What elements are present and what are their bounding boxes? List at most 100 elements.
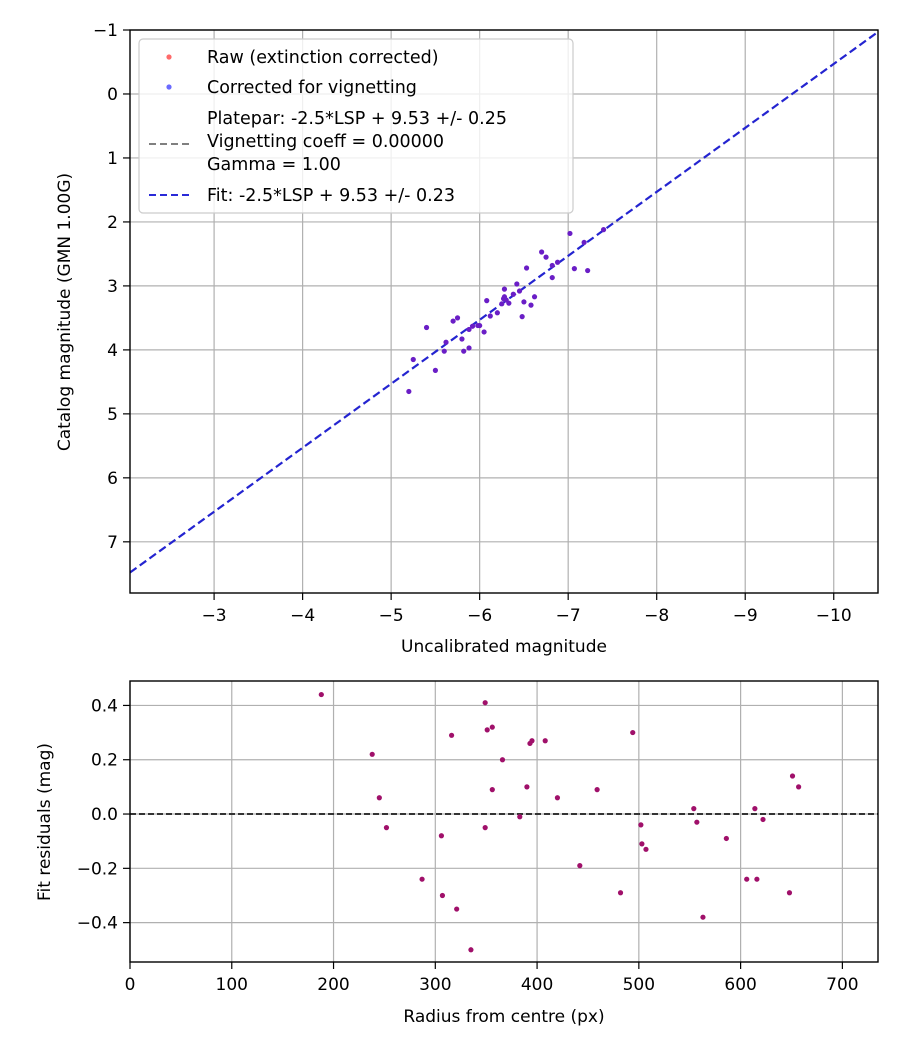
magnitude-point <box>499 301 505 307</box>
magnitude-point <box>501 286 508 292</box>
magnitude-point <box>466 345 472 351</box>
chart-legend: Raw (extinction corrected) Corrected for… <box>138 38 574 214</box>
magnitude-point <box>481 329 487 335</box>
residuals-plot-frame <box>129 680 879 963</box>
residual-point <box>617 890 624 896</box>
magnitude-point <box>516 288 523 294</box>
magnitude-points <box>406 227 607 395</box>
residuals-x-tick-label: 700 <box>826 975 858 995</box>
residual-point <box>643 846 649 852</box>
magnitude-point <box>519 314 525 320</box>
residual-point <box>700 914 706 920</box>
residual-point <box>796 784 802 790</box>
residuals-y-tick-label: 0.4 <box>91 696 118 716</box>
magnitude-point <box>554 259 561 265</box>
magnitude-point <box>581 239 587 246</box>
magnitude-point <box>461 348 467 354</box>
magnitude-point <box>549 262 555 269</box>
magnitude-point <box>514 281 520 287</box>
residual-point <box>723 835 729 842</box>
magnitude-point <box>494 310 500 316</box>
magnitude-point <box>450 318 456 324</box>
residual-point <box>517 814 523 820</box>
residual-point <box>744 876 750 882</box>
residual-point <box>419 876 425 882</box>
magnitude-x-axis-label: Uncalibrated magnitude <box>401 637 607 657</box>
magnitude-point <box>523 265 530 271</box>
residual-point <box>489 724 495 730</box>
residuals-y-tick-label: 0.2 <box>91 751 118 771</box>
residuals-y-axis-label: Fit residuals (mag) <box>35 743 55 901</box>
magnitude-point <box>510 291 516 297</box>
magnitude-x-tick-label: −3 <box>202 606 227 626</box>
magnitude-point <box>571 266 577 272</box>
residual-point <box>789 773 796 779</box>
residuals-chart: 0 100 200 300 400 500 600 700 −0.4 −0.2 0.0 0.2 0.4… <box>35 680 879 1027</box>
residual-point <box>383 825 390 831</box>
residual-point <box>369 751 375 757</box>
magnitude-point <box>432 367 438 373</box>
legend-box <box>138 38 574 214</box>
magnitude-y-axis-label: Catalog magnitude (GMN 1.00G) <box>55 173 75 451</box>
residuals-y-tick-label: 0.0 <box>91 805 118 825</box>
magnitude-y-tick-label: 3 <box>107 277 118 297</box>
residuals-x-tick-label: 600 <box>724 975 756 995</box>
residuals-x-tick-label: 200 <box>317 975 349 995</box>
magnitude-point <box>466 326 472 333</box>
residuals-y-tick-label: −0.2 <box>77 859 118 879</box>
magnitude-point <box>487 313 493 319</box>
residual-point <box>694 819 700 825</box>
legend-platepar-line3: Gamma = 1.00 <box>207 155 341 175</box>
residual-point <box>760 816 766 823</box>
residual-point <box>752 806 758 812</box>
magnitude-point <box>585 267 591 274</box>
residuals-y-tick-label: −0.4 <box>77 914 118 934</box>
legend-platepar-line1: Platepar: -2.5*LSP + 9.53 +/- 0.25 <box>207 109 507 129</box>
magnitude-y-tick-label: 6 <box>107 469 118 489</box>
magnitude-point <box>477 322 483 329</box>
magnitude-point <box>469 323 476 329</box>
magnitude-point <box>406 388 412 395</box>
legend-corrected-label: Corrected for vignetting <box>207 78 417 98</box>
magnitude-y-tick-label: 2 <box>107 213 118 233</box>
legend-fit-label: Fit: -2.5*LSP + 9.53 +/- 0.23 <box>207 186 455 206</box>
residual-point <box>639 841 645 847</box>
residual-point <box>448 732 455 738</box>
residual-point <box>554 795 561 801</box>
residual-point <box>754 876 760 882</box>
residual-point <box>524 784 530 790</box>
magnitude-x-tick-label: −4 <box>290 606 315 626</box>
legend-raw-marker <box>166 54 172 60</box>
magnitude-y-tick-label: 5 <box>107 405 118 425</box>
residuals-x-tick-label: 500 <box>623 975 655 995</box>
magnitude-point <box>506 300 512 306</box>
magnitude-y-tick-label: 0 <box>107 85 118 105</box>
residual-point <box>499 757 506 763</box>
residuals-x-tick-label: 100 <box>216 975 248 995</box>
legend-platepar-line2: Vignetting coeff = 0.00000 <box>207 132 444 152</box>
residuals-x-tick-label: 300 <box>419 975 451 995</box>
residual-point <box>439 892 446 899</box>
residuals-grid <box>129 681 878 962</box>
residual-point <box>376 795 382 801</box>
residual-point <box>468 947 474 953</box>
magnitude-x-tick-label: −9 <box>733 606 758 626</box>
magnitude-point <box>423 324 430 331</box>
magnitude-point <box>531 294 538 300</box>
magnitude-y-tick-label: 1 <box>107 149 118 169</box>
magnitude-point <box>454 315 461 321</box>
magnitude-plot-frame <box>129 29 879 594</box>
residual-point <box>786 890 793 896</box>
legend-corrected-marker <box>166 84 172 90</box>
magnitude-y-tick-label: −1 <box>93 21 118 41</box>
magnitude-y-tick-label: 7 <box>107 533 118 553</box>
magnitude-x-tick-label: −5 <box>379 606 404 626</box>
magnitude-point <box>459 336 465 342</box>
residual-point <box>484 727 490 733</box>
magnitude-point <box>600 227 607 233</box>
residual-point <box>529 738 535 744</box>
fit-line <box>129 31 879 574</box>
residuals-x-tick-label: 0 <box>125 975 136 995</box>
